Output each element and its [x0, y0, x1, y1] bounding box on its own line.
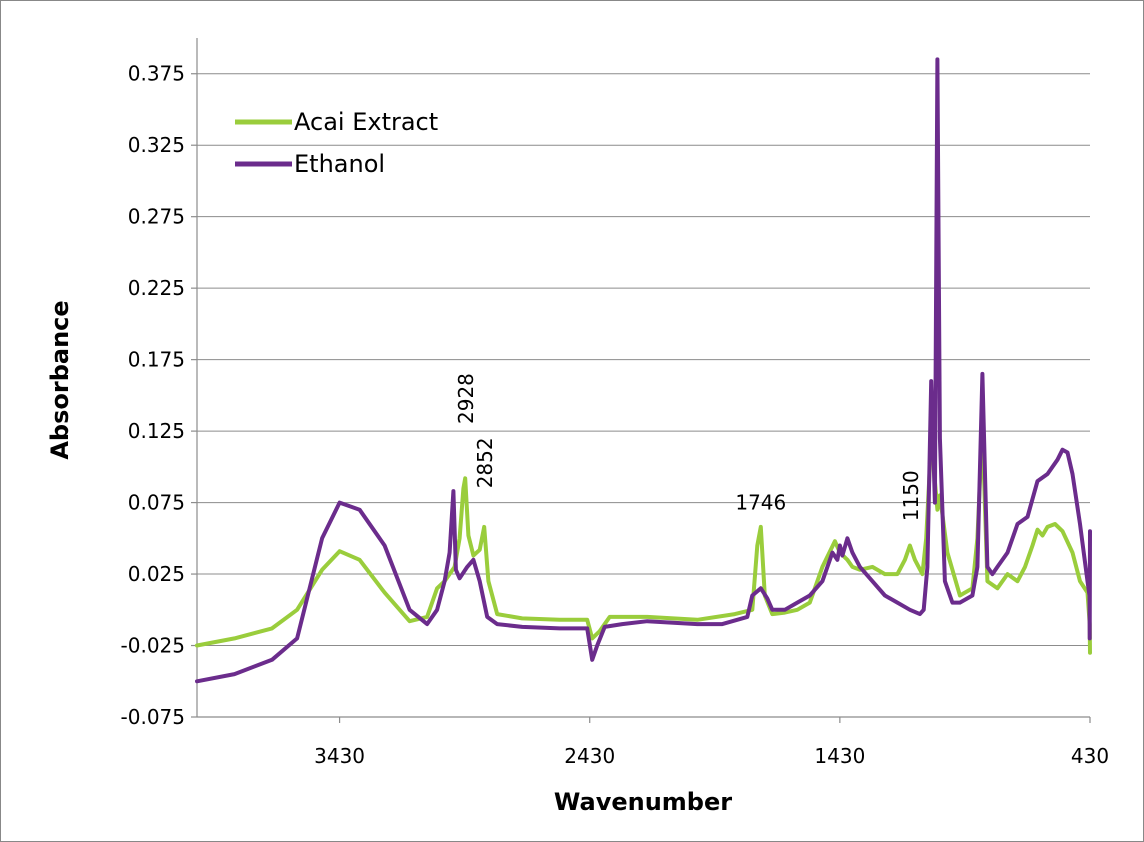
x-tick-label: 2430 [564, 744, 615, 768]
y-tick-label: 0.075 [128, 491, 185, 515]
legend-label-ethanol: Ethanol [294, 150, 385, 178]
annotation-2928: 2928 [454, 373, 478, 424]
series-line-ethanol [195, 57, 1092, 684]
y-tick-label: -0.075 [121, 705, 185, 729]
y-tick-label: 0.375 [128, 62, 185, 86]
gridlines [197, 73, 1090, 647]
y-tick-labels: -0.075 -0.025 0.025 0.075 0.125 0.175 0.225 0.2… [121, 62, 185, 729]
x-axis-title: Wavenumber [554, 788, 732, 816]
x-tick-label: 430 [1071, 744, 1109, 768]
series-layer [195, 57, 1092, 684]
y-tick-label: 0.175 [128, 348, 185, 372]
legend-label-acai-extract: Acai Extract [294, 108, 438, 136]
axes [191, 38, 1091, 723]
y-tick-label: 0.275 [128, 205, 185, 229]
y-tick-label: 0.125 [128, 419, 185, 443]
series-line-acai-extract [195, 414, 1092, 655]
annotation-2852: 2852 [473, 437, 497, 488]
legend: Acai Extract Ethanol [235, 108, 438, 178]
y-tick-label: 0.325 [128, 133, 185, 157]
x-tick-label: 3430 [314, 744, 365, 768]
annotation-1150: 1150 [899, 470, 923, 521]
x-tick-labels: 3430 2430 1430 430 [314, 744, 1109, 768]
y-tick-label: 0.025 [128, 562, 185, 586]
y-tick-label: -0.025 [121, 634, 185, 658]
y-tick-label: 0.225 [128, 276, 185, 300]
peak-annotations: 2928 2852 1746 1150 [454, 373, 923, 521]
y-axis-title: Absorbance [46, 300, 74, 459]
annotation-1746: 1746 [735, 491, 786, 515]
x-tick-label: 1430 [814, 744, 865, 768]
